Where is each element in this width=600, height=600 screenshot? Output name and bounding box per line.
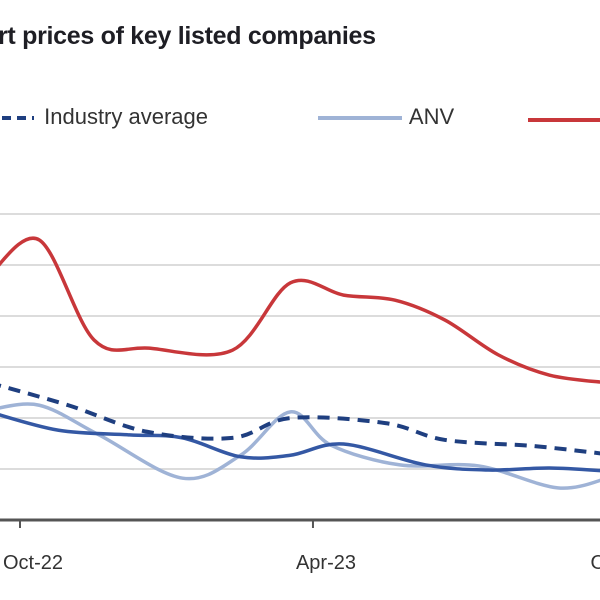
x-tick-label: O	[591, 552, 600, 574]
legend-item-anv: ANV	[318, 104, 454, 130]
legend-label-anv: ANV	[408, 104, 455, 129]
legend-line-icon	[318, 116, 402, 121]
legend-line-red	[528, 118, 600, 122]
x-tick-label: Apr-23	[296, 552, 356, 574]
legend-dashed-line-icon	[2, 116, 34, 121]
legend-item-industry-average: Industry average	[0, 104, 208, 130]
series-line-company-2	[0, 236, 600, 384]
series-line-company-3	[0, 413, 600, 473]
series-line-industry-average	[0, 383, 600, 456]
chart-title: rt prices of key listed companies	[0, 22, 376, 50]
legend-label-industry-average: Industry average	[44, 104, 208, 129]
x-tick-label: Oct-22	[3, 552, 63, 574]
